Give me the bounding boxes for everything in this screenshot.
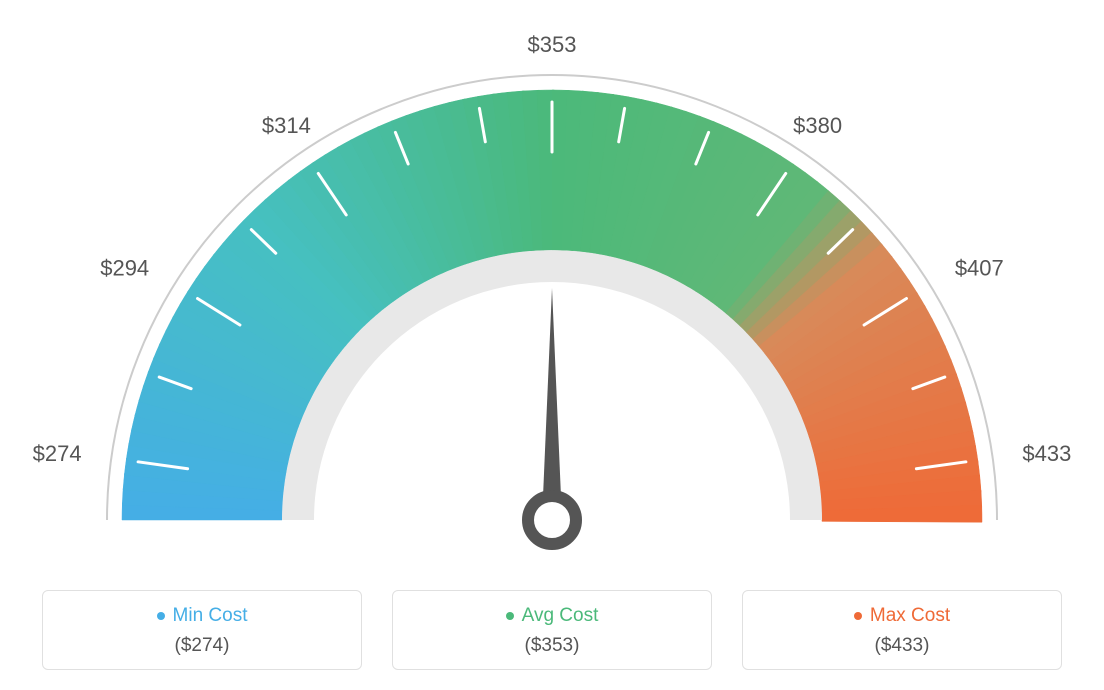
dot-icon <box>157 612 165 620</box>
dot-icon <box>506 612 514 620</box>
legend-value-avg: ($353) <box>393 635 711 657</box>
dot-icon <box>854 612 862 620</box>
gauge-tick-label: $294 <box>100 255 149 280</box>
legend-card-max: Max Cost ($433) <box>742 590 1062 670</box>
legend-title-label: Max Cost <box>870 605 950 627</box>
gauge-needle <box>542 288 562 520</box>
gauge-chart: $274 $294 $314 $353 $380 $407 $433 <box>0 0 1104 560</box>
legend-title-label: Min Cost <box>173 605 248 627</box>
gauge-tick-label: $314 <box>262 113 311 138</box>
legend-title-max: Max Cost <box>854 605 950 627</box>
gauge-tick-label: $353 <box>528 32 577 57</box>
legend-title-avg: Avg Cost <box>506 605 599 627</box>
gauge-needle-hub <box>528 496 576 544</box>
gauge-tick-label: $274 <box>33 441 82 466</box>
gauge-tick-label: $407 <box>955 255 1004 280</box>
legend-card-min: Min Cost ($274) <box>42 590 362 670</box>
legend-value-max: ($433) <box>743 635 1061 657</box>
gauge-tick-label: $380 <box>793 113 842 138</box>
gauge-svg: $274 $294 $314 $353 $380 $407 $433 <box>0 0 1104 560</box>
legend-row: Min Cost ($274) Avg Cost ($353) Max Cost… <box>0 590 1104 670</box>
legend-value-min: ($274) <box>43 635 361 657</box>
legend-title-label: Avg Cost <box>522 605 599 627</box>
legend-title-min: Min Cost <box>157 605 248 627</box>
gauge-tick-label: $433 <box>1022 441 1071 466</box>
legend-card-avg: Avg Cost ($353) <box>392 590 712 670</box>
